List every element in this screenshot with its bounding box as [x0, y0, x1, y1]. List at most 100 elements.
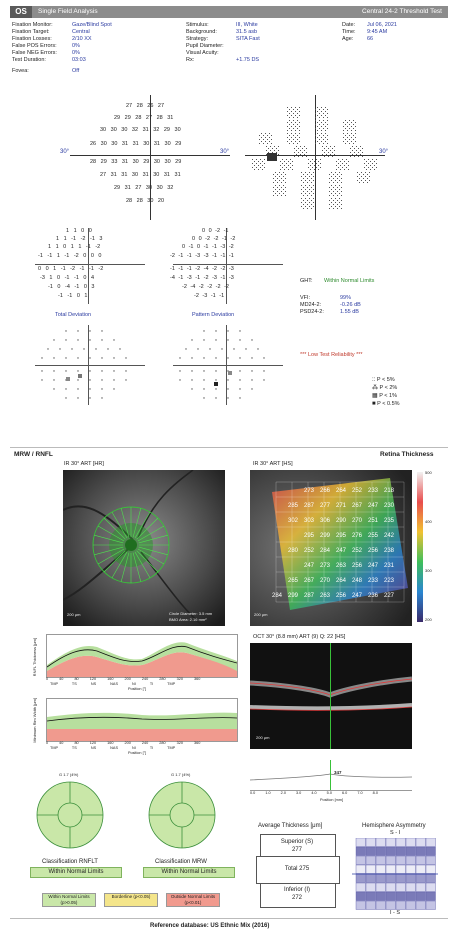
gray-dot: [305, 180, 306, 181]
gray-dot: [355, 126, 356, 127]
gray-dot: [285, 187, 286, 188]
gray-dot: [268, 148, 269, 149]
prob-dot: [119, 348, 121, 350]
threshold-row: 27 31 31 30 31 30 31 31: [100, 172, 181, 178]
hemi-cell: [425, 891, 436, 901]
onh-spoke: [138, 534, 168, 544]
prob-dot: [239, 397, 241, 399]
gray-dot: [365, 172, 366, 173]
hemi-cell: [395, 873, 406, 883]
gray-dot: [263, 135, 264, 136]
threshold-row: 26 30 30 31 31 30 31 30 29: [90, 141, 182, 147]
onh-spoke: [136, 550, 159, 573]
deviation-row: -3 1 0 -1 -1 0 4: [40, 275, 95, 281]
gray-dot: [353, 139, 354, 140]
gray-dot: [309, 185, 310, 186]
gray-dot: [297, 124, 298, 125]
axis-vertical: [88, 325, 89, 405]
gray-dot: [308, 163, 309, 164]
gray-dot: [327, 135, 328, 136]
gray-dot: [335, 172, 336, 173]
gray-dot: [274, 146, 275, 147]
threshold-row: 29 31 27 30 30 32: [114, 185, 174, 191]
gray-dot: [355, 122, 356, 123]
total-value: 275: [299, 866, 310, 872]
hemi-cell: [405, 864, 416, 874]
prob-dot: [101, 370, 103, 372]
gray-dot: [279, 193, 280, 194]
gray-dot: [331, 180, 332, 181]
gray-dot: [341, 191, 342, 192]
gray-dot: [325, 115, 326, 116]
gray-dot: [329, 191, 330, 192]
mrw-profile-svg: [46, 698, 238, 742]
mrw-ylabel: Minimum Rim Width [μm]: [32, 698, 37, 743]
gray-dot: [351, 141, 352, 142]
gray-dot: [343, 141, 344, 142]
prob-dot: [251, 339, 253, 341]
prob-dot: [77, 388, 79, 390]
prob-dots: [179, 330, 265, 399]
gray-dot: [301, 185, 302, 186]
gray-dot: [269, 137, 270, 138]
hemi-cell: [405, 882, 416, 892]
profile-x-ticks: 0.0 1.0 2.0 3.0 4.0 5.0 6.0 7.0 8.0: [250, 791, 378, 795]
gray-dot: [292, 169, 293, 170]
gray-dot: [310, 165, 311, 166]
thickness-value: 276: [352, 533, 363, 539]
gray-dot: [303, 200, 304, 201]
gray-dot: [341, 208, 342, 209]
gray-dot: [319, 109, 320, 110]
gray-dot: [282, 159, 283, 160]
gray-dot: [363, 174, 364, 175]
hemi-cell: [405, 900, 416, 910]
grayscale-pattern: [252, 107, 377, 209]
gray-dot: [322, 146, 323, 147]
prob-dot: [101, 339, 103, 341]
prob-dot: [251, 388, 253, 390]
gray-dot: [339, 189, 340, 190]
prob-dot: [89, 388, 91, 390]
info-row: Background:: [186, 29, 217, 35]
deviation-row: -2 -4 -2 -2 -2 -2: [182, 284, 229, 290]
gray-dot: [321, 130, 322, 131]
gray-dot: [336, 165, 337, 166]
gray-dot: [297, 109, 298, 110]
thickness-value: 236: [368, 593, 379, 599]
gray-dot: [344, 161, 345, 162]
pattern-deviation-plot: [168, 325, 288, 407]
gray-dot: [289, 128, 290, 129]
gray-dot: [314, 165, 315, 166]
gray-dot: [307, 174, 308, 175]
gray-dot: [351, 122, 352, 123]
threshold-row: 28 28 30 20: [126, 198, 165, 204]
prob-dot: [215, 388, 217, 390]
onh-spoke: [134, 511, 151, 539]
gray-dot: [333, 174, 334, 175]
gray-dot: [308, 159, 309, 160]
gray-dot: [320, 167, 321, 168]
hemi-cell: [415, 846, 426, 856]
gray-dot: [327, 109, 328, 110]
gray-dot: [356, 146, 357, 147]
gray-dot: [368, 167, 369, 168]
deviation-row: 1 1 0 1 1 -1 -2: [48, 244, 101, 250]
footer-divider: [10, 918, 448, 919]
gray-dot: [280, 161, 281, 162]
gray-dot: [331, 193, 332, 194]
gray-dot: [337, 195, 338, 196]
info-value: 66: [367, 36, 374, 42]
gray-dot: [316, 159, 317, 160]
gray-dot: [311, 174, 312, 175]
onh-spoke: [94, 546, 124, 556]
hemi-cell: [415, 873, 426, 883]
gray-dot: [344, 169, 345, 170]
info-value: III, White: [236, 22, 258, 28]
gray-dot: [258, 169, 259, 170]
gray-dot: [265, 133, 266, 134]
thickness-value: 218: [384, 488, 395, 494]
legend-within: Within Normal Limits (p>0.05): [42, 893, 96, 907]
gray-dot: [317, 126, 318, 127]
gray-dot: [348, 161, 349, 162]
gray-dot: [364, 167, 365, 168]
